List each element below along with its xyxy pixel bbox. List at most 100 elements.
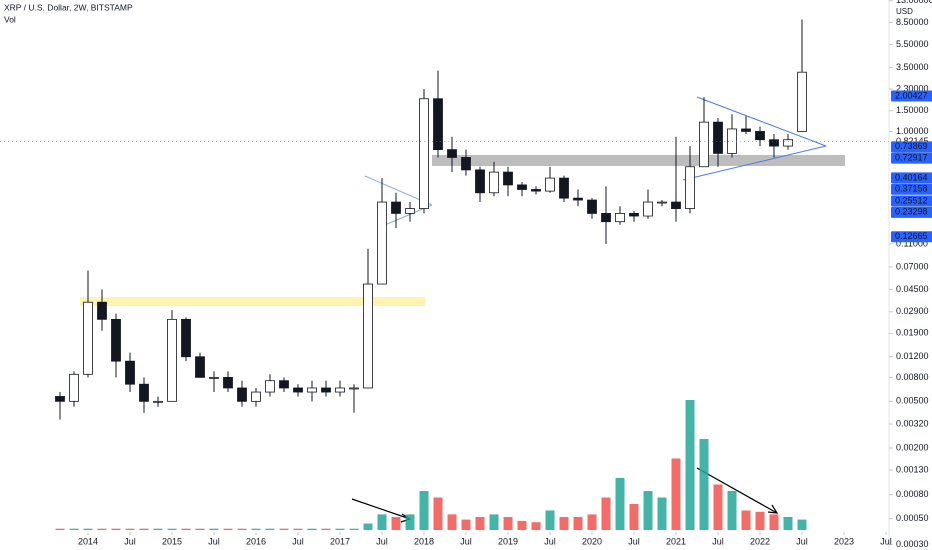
volume-bar: [769, 514, 779, 530]
x-tick-label: 2015: [162, 536, 182, 546]
volume-bar: [279, 528, 289, 530]
volume-bar: [377, 514, 387, 530]
volume-bar: [713, 484, 723, 530]
candle-body: [699, 121, 709, 168]
candle-body: [405, 208, 415, 214]
y-tick-label: 3.50000: [896, 62, 929, 72]
x-tick-label: Jul: [796, 536, 808, 546]
x-tick-label: Jul: [376, 536, 388, 546]
volume-bar: [69, 528, 79, 530]
candle-body: [685, 166, 695, 209]
x-tick-label: 2016: [246, 536, 266, 546]
volume-bar: [181, 528, 191, 530]
volume-bar: [111, 528, 121, 530]
candle-body: [251, 391, 261, 402]
volume-bar: [797, 519, 807, 530]
candle-body: [377, 201, 387, 285]
candle-body: [433, 98, 443, 151]
volume-bar: [685, 400, 695, 530]
y-tick-label: 0.00130: [896, 464, 929, 474]
volume-bar: [195, 528, 205, 530]
price-tag-label: 0.12665: [895, 231, 928, 241]
x-tick-label: 2021: [666, 536, 686, 546]
candle-body: [783, 139, 793, 147]
volume-bar: [237, 528, 247, 530]
price-tag-label: 0.25512: [895, 195, 928, 205]
y-tick-label: 0.00200: [896, 442, 929, 452]
y-tick-label: 0.00500: [896, 396, 929, 406]
y-tick-label: 0.07000: [896, 261, 929, 271]
candle-body: [335, 387, 345, 393]
candle-body: [531, 189, 541, 192]
price-tag: [891, 183, 932, 195]
candle-body: [741, 128, 751, 132]
candle-body: [629, 213, 639, 217]
candle-body: [657, 201, 667, 204]
volume-bar: [531, 522, 541, 530]
volume-bar: [125, 528, 135, 530]
candle-body: [237, 387, 247, 402]
volume-bar: [293, 528, 303, 530]
y-tick-label: 1.50000: [896, 105, 929, 115]
x-tick-label: 2020: [582, 536, 602, 546]
y-tick-label: 0.11000: [896, 238, 928, 248]
candle-body: [447, 149, 457, 158]
x-tick-label: Jul: [712, 536, 724, 546]
price-tag: [891, 206, 932, 218]
y-tick-label: 0.00800: [896, 372, 929, 382]
candle-body: [195, 356, 205, 378]
candle-body: [475, 169, 485, 194]
candle-body: [671, 201, 681, 209]
volume-bar: [391, 517, 401, 530]
y-tick-label: 0.01900: [896, 328, 929, 338]
volume-bar: [265, 528, 275, 530]
x-tick-label: Jul: [460, 536, 472, 546]
volume-bar: [741, 510, 751, 530]
candle-body: [181, 318, 191, 358]
x-tick-label: 2022: [750, 536, 770, 546]
volume-bar: [755, 511, 765, 530]
y-tick-label: 8.50000: [896, 17, 929, 27]
candle-body: [69, 373, 79, 402]
price-tag: [891, 90, 932, 102]
volume-bar: [307, 528, 317, 530]
volume-bar: [153, 528, 163, 530]
volume-bar: [321, 528, 331, 530]
volume-label: Vol: [4, 14, 16, 24]
volume-bar: [727, 491, 737, 530]
volume-bar: [461, 519, 471, 530]
candle-body: [265, 380, 275, 393]
candle-body: [167, 318, 177, 402]
candle-body: [503, 171, 513, 186]
volume-bar: [657, 497, 667, 530]
volume-bar: [335, 528, 345, 530]
x-tick-label: Jul: [628, 536, 640, 546]
volume-bar: [363, 523, 373, 530]
volume-bar: [643, 491, 653, 530]
y-tick-label: 2.30000: [896, 83, 929, 93]
candle-body: [545, 177, 555, 192]
y-tick-label: 0.00080: [896, 489, 929, 499]
y-tick-label: 0.00030: [896, 539, 929, 549]
y-tick-label: 0.04500: [896, 284, 929, 294]
volume-bar: [545, 510, 555, 530]
candle-body: [587, 199, 597, 214]
price-tag: [891, 141, 932, 153]
candle-body: [391, 201, 401, 214]
price-tag: [891, 152, 932, 164]
volume-bar: [615, 478, 625, 530]
trend-arrows: [351, 467, 779, 523]
candle-body: [461, 157, 471, 171]
candle-body: [517, 184, 527, 190]
volume-bar: [349, 528, 359, 530]
volume-bar: [405, 514, 415, 530]
candle-body: [223, 376, 233, 389]
volume-bar: [251, 528, 261, 530]
volume-bar: [55, 528, 65, 530]
candle-body: [307, 387, 317, 393]
candle-body: [83, 301, 93, 375]
candle-body: [643, 201, 653, 217]
candle-body: [349, 387, 359, 390]
candle-body: [559, 177, 569, 199]
